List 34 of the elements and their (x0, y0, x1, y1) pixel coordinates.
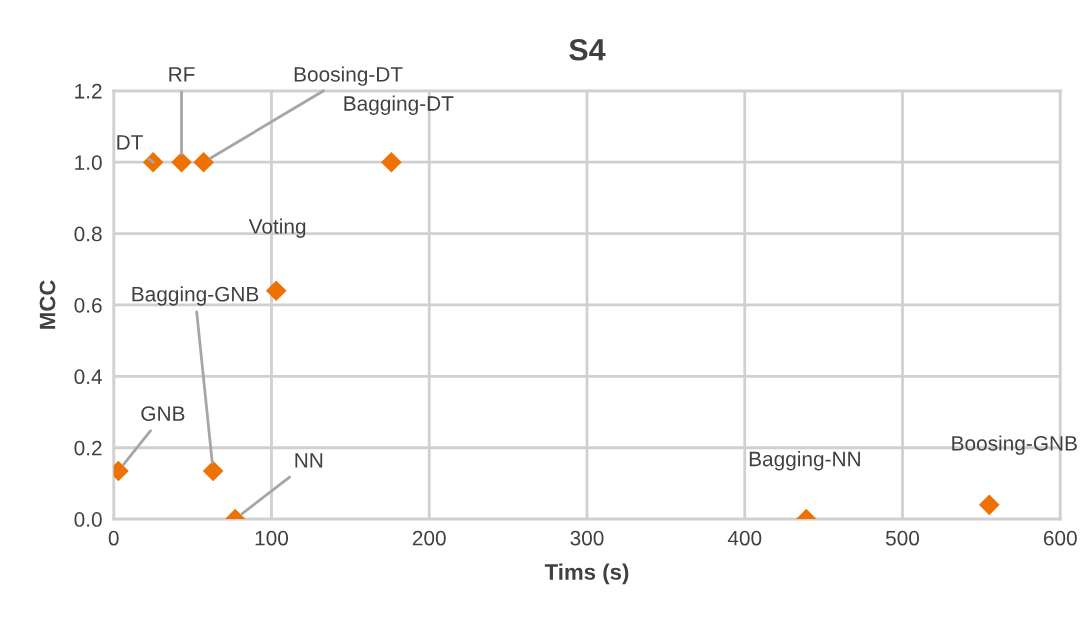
x-tick-label: 200 (412, 530, 446, 546)
point (171, 151, 192, 173)
annotation: Voting (248, 218, 306, 238)
y-tick-label: 0.0 (74, 512, 102, 527)
x-axis-title: Tims (s) (544, 563, 629, 585)
point (265, 280, 287, 302)
annotation: Bagging-GNB (132, 286, 259, 306)
point (193, 151, 214, 173)
annotation: GNB (141, 406, 185, 421)
y-axis-title: MCC (39, 280, 56, 329)
annotation: RF (169, 67, 195, 82)
chart-title: S4 (569, 38, 606, 61)
point (978, 494, 1000, 516)
y-tick-label: 1.2 (75, 83, 102, 99)
annotation: Bagging-DT (344, 95, 454, 115)
point (202, 460, 224, 482)
y-tick-label: 0.4 (74, 369, 102, 385)
annotation: DT (117, 135, 143, 150)
x-tick-label: 300 (570, 530, 604, 546)
point (381, 151, 402, 173)
point (142, 151, 164, 173)
y-tick-label: 0.6 (74, 297, 102, 313)
annotation: NN (295, 453, 323, 468)
y-tick-label: 1.0 (75, 155, 102, 170)
x-tick-label: 100 (255, 530, 289, 546)
annotation: Boosing-DT (294, 66, 403, 86)
x-tick-label: 600 (1043, 530, 1077, 546)
y-tick-label: 0.2 (74, 440, 102, 456)
y-tick-label: 0.8 (74, 226, 102, 242)
x-tick-label: 0 (108, 530, 119, 546)
x-tick-label: 400 (727, 530, 762, 546)
x-tick-label: 500 (885, 530, 920, 546)
annotation: Boosing-GNB (952, 435, 1077, 455)
annotation: Bagging-NN (749, 451, 860, 471)
